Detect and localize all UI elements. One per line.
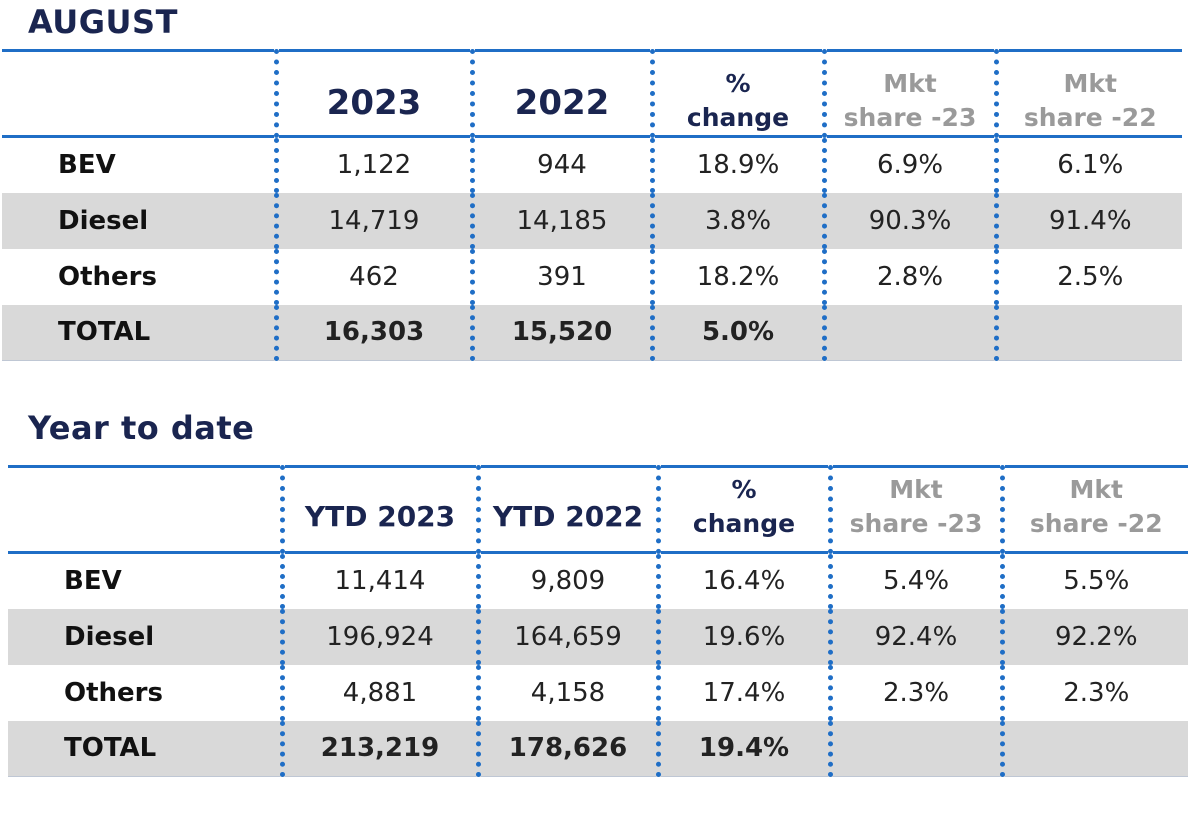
row-label: Diesel xyxy=(2,192,276,249)
header-empty-cell xyxy=(2,49,276,138)
cell-2022: 391 xyxy=(469,248,652,305)
cell-share-23: 2.8% xyxy=(821,248,996,305)
table-row: Others 462 391 18.2% 2.8% 2.5% xyxy=(2,248,1182,305)
header-mkt-share-23: Mkt share -23 xyxy=(821,49,996,138)
cell-share-23 xyxy=(827,720,1002,777)
cell-share-22 xyxy=(999,720,1188,777)
cell-change: 17.4% xyxy=(655,664,830,721)
header-percent-change: % change xyxy=(655,465,830,554)
ytd-table: YTD 2023 YTD 2022 % change Mkt share -23… xyxy=(8,465,1188,777)
cell-share-22 xyxy=(993,304,1182,361)
cell-ytd-2022: 164,659 xyxy=(475,608,658,665)
table-row: BEV 1,122 944 18.9% 6.9% 6.1% xyxy=(2,136,1182,193)
cell-change: 19.6% xyxy=(655,608,830,665)
cell-2023: 1,122 xyxy=(273,136,472,193)
header-row: 2023 2022 % change Mkt share -23 Mkt sha… xyxy=(2,49,1182,138)
cell-share-22: 5.5% xyxy=(999,552,1188,609)
table-row: Others 4,881 4,158 17.4% 2.3% 2.3% xyxy=(8,664,1188,721)
row-label: Others xyxy=(64,677,163,708)
cell-ytd-2022: 9,809 xyxy=(475,552,658,609)
cell-ytd-2023: 11,414 xyxy=(279,552,478,609)
cell-share-23: 6.9% xyxy=(821,136,996,193)
cell-share-23: 92.4% xyxy=(827,608,1002,665)
header-mkt-share-22: Mkt share -22 xyxy=(999,465,1188,554)
row-label: BEV xyxy=(58,150,116,181)
header-ytd-previous: YTD 2022 xyxy=(475,465,658,554)
cell-ytd-2023: 196,924 xyxy=(279,608,478,665)
table-row: Diesel 196,924 164,659 19.6% 92.4% 92.2% xyxy=(8,608,1188,665)
cell-2023: 16,303 xyxy=(273,304,472,361)
cell-change: 16.4% xyxy=(655,552,830,609)
header-year-previous: 2022 xyxy=(469,49,652,138)
header-row: YTD 2023 YTD 2022 % change Mkt share -23… xyxy=(8,465,1188,554)
cell-share-22: 2.5% xyxy=(993,248,1182,305)
cell-share-22: 6.1% xyxy=(993,136,1182,193)
table-row: Diesel 14,719 14,185 3.8% 90.3% 91.4% xyxy=(2,192,1182,249)
cell-change: 18.2% xyxy=(649,248,824,305)
row-label: TOTAL xyxy=(2,304,276,361)
row-label: BEV xyxy=(64,566,122,597)
ytd-section-title: Year to date xyxy=(28,409,255,447)
total-row: TOTAL 16,303 15,520 5.0% xyxy=(2,304,1182,361)
row-label: TOTAL xyxy=(8,720,282,777)
cell-share-23: 90.3% xyxy=(821,192,996,249)
header-empty-cell xyxy=(8,465,282,554)
row-label: Diesel xyxy=(8,608,282,665)
header-year-current: 2023 xyxy=(273,49,472,138)
cell-change: 19.4% xyxy=(655,720,830,777)
august-table: 2023 2022 % change Mkt share -23 Mkt sha… xyxy=(2,49,1182,361)
cell-ytd-2022: 4,158 xyxy=(475,664,658,721)
cell-change: 18.9% xyxy=(649,136,824,193)
header-mkt-share-22: Mkt share -22 xyxy=(993,49,1182,138)
header-mkt-share-23: Mkt share -23 xyxy=(827,465,1002,554)
header-ytd-current: YTD 2023 xyxy=(279,465,478,554)
row-label: Others xyxy=(58,261,157,292)
cell-ytd-2023: 213,219 xyxy=(279,720,478,777)
cell-share-23: 5.4% xyxy=(827,552,1002,609)
cell-ytd-2023: 4,881 xyxy=(279,664,478,721)
cell-ytd-2022: 178,626 xyxy=(475,720,658,777)
cell-share-22: 92.2% xyxy=(999,608,1188,665)
total-row: TOTAL 213,219 178,626 19.4% xyxy=(8,720,1188,777)
table-row: BEV 11,414 9,809 16.4% 5.4% 5.5% xyxy=(8,552,1188,609)
cell-share-23: 2.3% xyxy=(827,664,1002,721)
cell-2022: 15,520 xyxy=(469,304,652,361)
cell-share-22: 2.3% xyxy=(999,664,1188,721)
cell-2022: 944 xyxy=(469,136,652,193)
cell-2022: 14,185 xyxy=(469,192,652,249)
cell-change: 5.0% xyxy=(649,304,824,361)
cell-2023: 14,719 xyxy=(273,192,472,249)
cell-share-22: 91.4% xyxy=(993,192,1182,249)
header-percent-change: % change xyxy=(649,49,824,138)
august-section-title: AUGUST xyxy=(28,3,178,41)
cell-share-23 xyxy=(821,304,996,361)
cell-change: 3.8% xyxy=(649,192,824,249)
cell-2023: 462 xyxy=(273,248,472,305)
